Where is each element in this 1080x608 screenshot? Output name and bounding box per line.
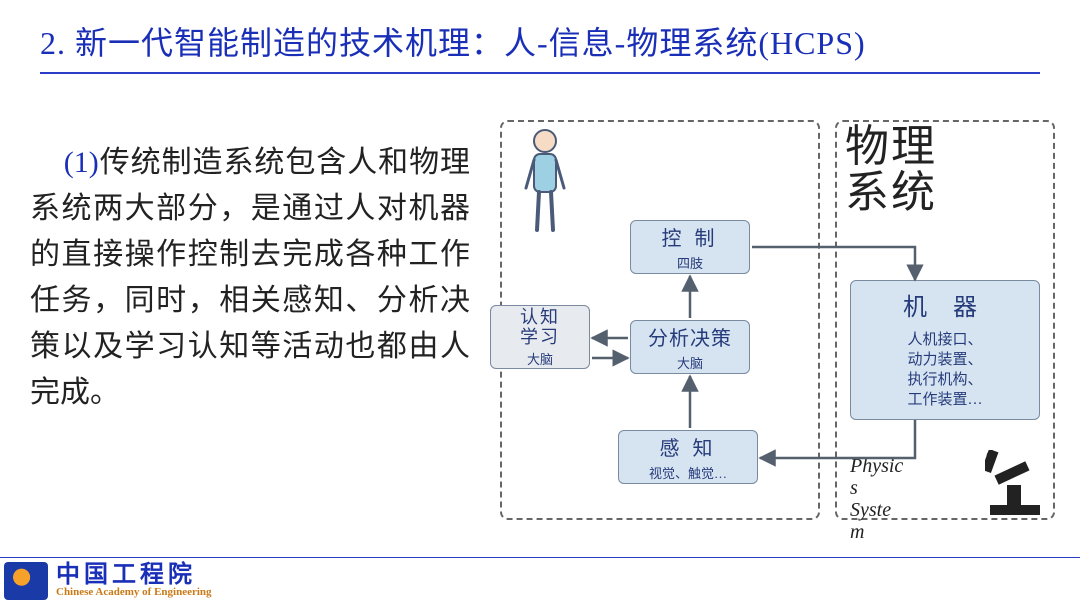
node-cognition: 认知 学习 大脑 bbox=[490, 305, 590, 369]
title-prefix: 2. bbox=[40, 25, 75, 61]
node-analysis-sub: 大脑 bbox=[631, 353, 749, 372]
node-sense-sub: 视觉、触觉… bbox=[619, 463, 757, 482]
person-icon bbox=[520, 128, 570, 238]
node-machine-sub: 人机接口、 动力装置、 执行机构、 工作装置… bbox=[855, 330, 1035, 410]
node-cognition-sub: 大脑 bbox=[491, 349, 589, 368]
title-text: 新一代智能制造的技术机理：人-信息-物理系统(HCPS) bbox=[75, 25, 866, 61]
footer-org-cn: 中国工程院 bbox=[56, 563, 212, 587]
robot-arm-icon bbox=[985, 450, 1055, 520]
body-paragraph: (1)传统制造系统包含人和物理系统两大部分，是通过人对机器的直接操作控制去完成各… bbox=[30, 140, 470, 416]
physics-title-cn: 物理 系统 bbox=[845, 124, 937, 216]
physics-title-en: Physic s Syste m bbox=[850, 455, 903, 543]
node-cognition-title: 认知 学习 bbox=[491, 307, 589, 347]
node-analysis: 分析决策 大脑 bbox=[630, 320, 750, 374]
node-analysis-title: 分析决策 bbox=[631, 322, 749, 351]
node-machine-title: 机 器 bbox=[855, 287, 1035, 322]
hcps-diagram: 物理 系统 Physic s Syste m 控 制 四肢 认知 学习 大脑 分 bbox=[490, 110, 1070, 540]
node-control-title: 控 制 bbox=[631, 222, 749, 251]
para-lead: (1) bbox=[64, 146, 99, 179]
node-control-sub: 四肢 bbox=[631, 253, 749, 272]
footer-org-en: Chinese Academy of Engineering bbox=[56, 587, 212, 598]
node-sense: 感 知 视觉、触觉… bbox=[618, 430, 758, 484]
para-body: 传统制造系统包含人和物理系统两大部分，是通过人对机器的直接操作控制去完成各种工作… bbox=[30, 146, 470, 409]
node-sense-title: 感 知 bbox=[619, 432, 757, 461]
node-machine: 机 器 人机接口、 动力装置、 执行机构、 工作装置… bbox=[850, 280, 1040, 420]
node-control: 控 制 四肢 bbox=[630, 220, 750, 274]
slide-title: 2. 新一代智能制造的技术机理：人-信息-物理系统(HCPS) bbox=[40, 18, 1040, 74]
footer-org: 中国工程院 Chinese Academy of Engineering bbox=[56, 563, 212, 598]
footer: 中国工程院 Chinese Academy of Engineering bbox=[0, 557, 1080, 602]
cae-logo-icon bbox=[4, 562, 48, 600]
